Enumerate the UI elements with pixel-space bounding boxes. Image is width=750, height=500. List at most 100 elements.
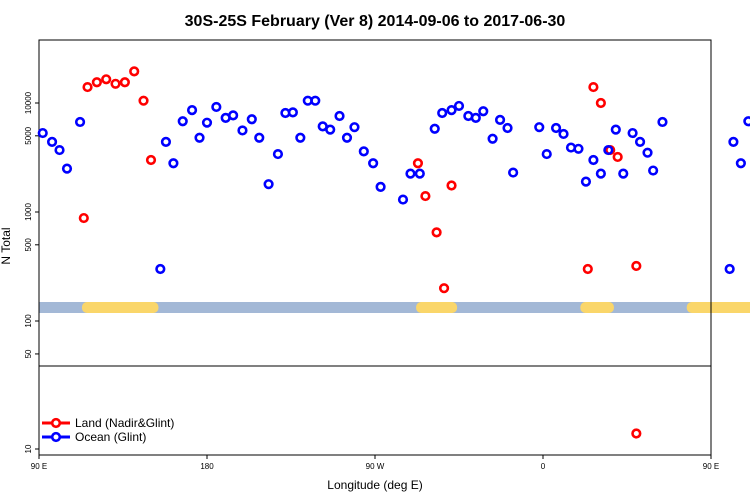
- land-point: [138, 95, 149, 106]
- ocean-point: [186, 105, 198, 116]
- ocean-point: [588, 154, 599, 166]
- ocean-point: [375, 181, 386, 192]
- ocean-point: [648, 165, 659, 176]
- ocean-point: [743, 116, 750, 127]
- ocean-point: [405, 168, 416, 179]
- land-point: [631, 428, 642, 439]
- ocean-point: [603, 144, 614, 156]
- ocean-point: [657, 116, 668, 128]
- ocean-point: [508, 167, 519, 178]
- surface-type-band: [39, 302, 750, 313]
- ocean-point: [211, 101, 222, 113]
- x-tick-label: 90 E: [703, 462, 719, 471]
- ocean-point: [194, 132, 205, 143]
- ocean-point: [177, 116, 188, 127]
- land-point: [110, 78, 121, 89]
- axis-ticks: 90 E 180 90 W 0 90 E 500 1000 5000 10000 10 50 100: [24, 91, 719, 471]
- ocean-point: [534, 122, 545, 133]
- band-land: [580, 302, 614, 313]
- ocean-point: [272, 148, 284, 160]
- land-point: [412, 158, 424, 169]
- ocean-point: [580, 176, 592, 187]
- land-point: [588, 81, 599, 93]
- ocean-point: [228, 110, 239, 121]
- y-axis-label: N Total: [0, 227, 13, 264]
- land-point: [438, 283, 450, 294]
- ocean-point: [295, 132, 306, 143]
- land-point: [631, 260, 642, 272]
- legend-marker: [50, 431, 62, 443]
- ocean-point: [155, 263, 166, 275]
- ocean-point: [735, 158, 746, 169]
- land-point: [91, 77, 102, 88]
- ocean-point: [487, 133, 498, 144]
- land-point: [446, 180, 457, 191]
- ocean-point: [341, 132, 353, 143]
- land-point: [582, 263, 593, 275]
- ocean-point: [287, 107, 298, 118]
- ocean-point: [437, 107, 448, 119]
- y-tick-label: 10000: [24, 91, 33, 114]
- land-point: [129, 66, 140, 77]
- y-tick-label: 1000: [24, 203, 33, 221]
- ocean-point: [595, 168, 606, 179]
- data-points: [37, 66, 750, 439]
- legend-marker: [50, 417, 62, 429]
- ocean-point: [478, 106, 489, 117]
- legend: Land (Nadir&Glint)Ocean (Glint): [42, 416, 174, 444]
- ocean-point: [160, 136, 172, 147]
- y-tick-label: 50: [24, 349, 33, 358]
- land-point: [612, 151, 623, 163]
- ocean-point: [358, 146, 369, 157]
- ocean-point: [446, 105, 457, 116]
- ocean-point: [494, 114, 506, 125]
- ocean-point: [550, 122, 562, 134]
- ocean-point: [724, 263, 735, 275]
- ocean-point: [610, 124, 621, 135]
- x-tick-label: 0: [541, 462, 546, 471]
- land-point: [431, 227, 442, 238]
- legend-label: Land (Nadir&Glint): [75, 416, 174, 430]
- ocean-point: [642, 147, 653, 158]
- ocean-point: [54, 144, 65, 156]
- ocean-point: [502, 122, 513, 134]
- legend-label: Ocean (Glint): [75, 430, 146, 444]
- land-point: [595, 97, 606, 109]
- ocean-point: [349, 122, 360, 133]
- band-land: [686, 302, 750, 313]
- ocean-point: [368, 158, 379, 169]
- ocean-point: [573, 143, 584, 154]
- ocean-point: [263, 179, 274, 190]
- ocean-point: [728, 136, 739, 147]
- ocean-point: [325, 124, 336, 135]
- ocean-point: [237, 125, 248, 136]
- x-tick-label: 90 W: [366, 462, 385, 471]
- ocean-point: [334, 110, 345, 122]
- ocean-point: [37, 127, 48, 139]
- x-axis-label: Longitude (deg E): [327, 478, 422, 492]
- band-land: [416, 302, 458, 313]
- ocean-point: [558, 128, 569, 140]
- ocean-point: [634, 136, 646, 147]
- land-point: [78, 212, 89, 224]
- ocean-point: [61, 163, 73, 174]
- band-ocean: [39, 302, 711, 313]
- band-land: [81, 302, 159, 313]
- y-tick-label: 10: [24, 444, 33, 453]
- land-point: [82, 81, 93, 93]
- chart-title: 30S-25S February (Ver 8) 2014-09-06 to 2…: [185, 13, 566, 30]
- ocean-point: [397, 194, 409, 205]
- ocean-point: [201, 117, 213, 128]
- ocean-point: [246, 114, 257, 125]
- y-tick-label: 500: [24, 238, 33, 252]
- ocean-point: [429, 123, 440, 134]
- ocean-point: [254, 132, 265, 143]
- ocean-point: [74, 116, 86, 128]
- ocean-point: [414, 168, 425, 179]
- ocean-point: [541, 148, 552, 160]
- land-point: [101, 74, 112, 85]
- x-tick-label: 180: [200, 462, 214, 471]
- ocean-point: [627, 127, 638, 139]
- y-tick-label: 5000: [24, 126, 33, 144]
